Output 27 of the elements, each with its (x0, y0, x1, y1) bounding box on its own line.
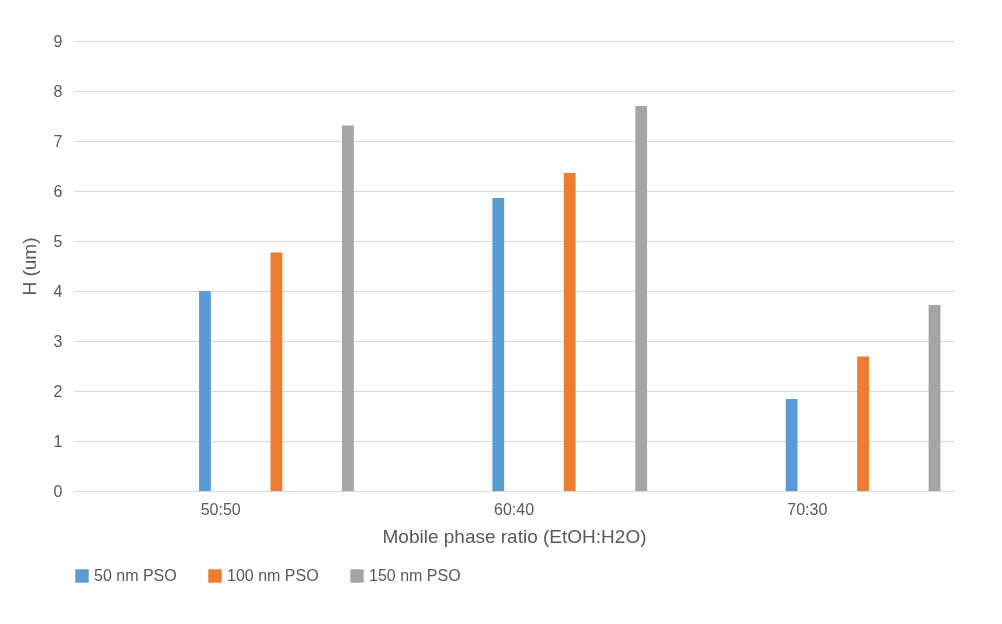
y-tick-label: 6 (53, 182, 63, 200)
bar (563, 173, 576, 491)
bar (341, 125, 354, 491)
bar (635, 106, 648, 491)
x-axis-title: Mobile phase ratio (EtOH:H2O) (382, 525, 647, 547)
y-tick-label: 1 (53, 432, 63, 450)
legend-label: 50 nm PSO (94, 567, 177, 584)
x-tick-label: 70:30 (787, 500, 828, 518)
legend-label: 100 nm PSO (227, 567, 319, 584)
bar (785, 399, 798, 491)
x-tick-label: 50:50 (200, 500, 241, 518)
y-tick-label: 8 (53, 82, 63, 100)
bar (928, 305, 941, 491)
y-tick-label: 9 (53, 32, 63, 50)
y-tick-label: 5 (53, 232, 63, 250)
legend-label: 150 nm PSO (369, 567, 461, 584)
bar (857, 356, 869, 491)
x-tick-label: 60:40 (493, 500, 535, 518)
y-tick-label: 7 (53, 132, 63, 150)
y-tick-label: 3 (53, 332, 63, 350)
bar (492, 198, 505, 491)
y-tick-label: 2 (53, 382, 63, 400)
y-tick-label: 4 (53, 282, 63, 300)
bar (270, 252, 283, 491)
y-axis-title: H (um) (18, 237, 40, 296)
bar (199, 291, 211, 491)
y-tick-label: 0 (53, 482, 63, 500)
